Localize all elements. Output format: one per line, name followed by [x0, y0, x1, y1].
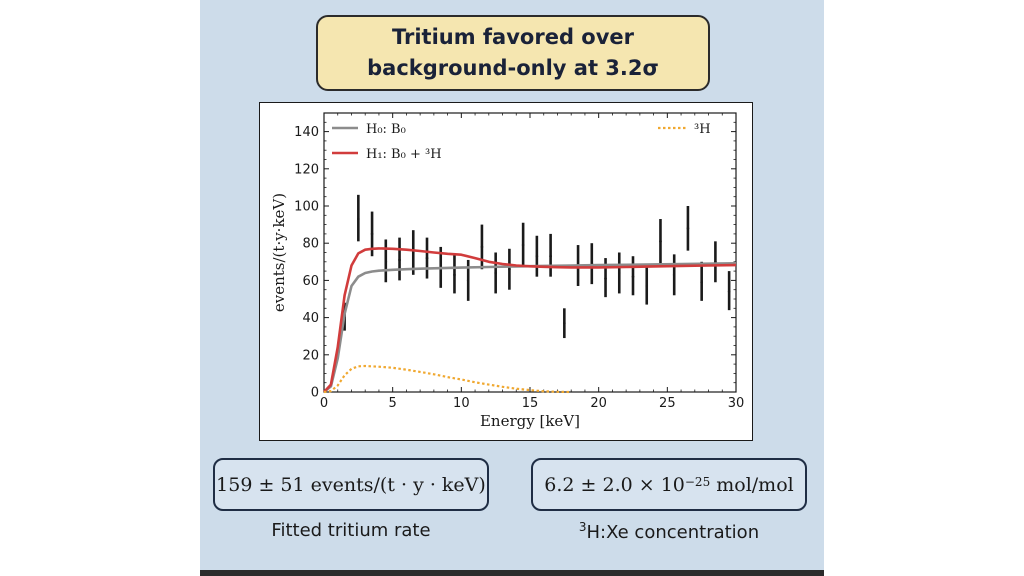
- chart-frame: 0 5 10 15 20 25 30 0 20 40 60 80 100 120 140 Energy [ke…: [259, 102, 753, 441]
- data-point: [727, 290, 731, 293]
- data-point: [521, 243, 525, 247]
- data-point: [617, 271, 621, 275]
- y-tick-label: 60: [302, 274, 319, 289]
- tritium-rate-box: 159 ± 51 events/(t · y · keV): [213, 458, 489, 511]
- data-point: [645, 284, 649, 288]
- x-tick-label: 5: [389, 396, 397, 411]
- x-tick-label: 20: [590, 396, 607, 411]
- title-line-2: background-only at 3.2σ: [367, 56, 659, 80]
- concentration-caption: 3H:Xe concentration: [531, 520, 807, 543]
- title-box: Tritium favored over background-only at …: [316, 15, 710, 91]
- data-point: [631, 275, 635, 278]
- data-point: [370, 232, 374, 236]
- bottom-bar: [200, 570, 824, 576]
- data-point: [453, 273, 456, 277]
- y-tick-label: 0: [311, 386, 319, 401]
- data-point: [549, 254, 552, 258]
- concentration-box: 6.2 ± 2.0 × 10 −25 mol/mol: [531, 458, 807, 511]
- data-point: [604, 277, 607, 280]
- concentration-caption-sup: 3: [578, 520, 587, 534]
- data-point: [508, 267, 511, 271]
- y-tick-label: 40: [302, 311, 319, 326]
- data-point: [398, 258, 401, 262]
- data-point: [425, 256, 429, 260]
- data-point: [480, 245, 484, 249]
- data-point: [411, 251, 415, 254]
- concentration-caption-text: H:Xe concentration: [586, 522, 760, 543]
- y-tick-label: 80: [302, 237, 319, 252]
- y-tick-label: 120: [294, 162, 319, 177]
- data-point: [686, 227, 690, 230]
- data-point: [494, 271, 497, 275]
- concentration-unit: mol/mol: [710, 473, 794, 496]
- data-point: [466, 279, 470, 282]
- x-tick-label: 10: [453, 396, 470, 411]
- data-point: [563, 321, 566, 325]
- legend-label-h1: H₁: B₀ + ³H: [366, 147, 442, 162]
- concentration-value: 6.2 ± 2.0 × 10: [544, 473, 685, 496]
- legend-label-tritium: ³H: [694, 122, 711, 137]
- series-line-h1: [323, 247, 737, 393]
- y-tick-label: 100: [294, 200, 319, 215]
- x-tick-label: 15: [522, 396, 539, 411]
- y-tick-label: 140: [294, 125, 319, 140]
- data-point: [384, 260, 388, 264]
- series-line-tritium: [323, 364, 572, 394]
- x-tick-label: 0: [320, 396, 328, 411]
- x-axis-label: Energy [keV]: [480, 412, 580, 430]
- series-line-h0: [323, 262, 737, 394]
- data-point: [672, 273, 676, 277]
- energy-spectrum-chart: 0 5 10 15 20 25 30 0 20 40 60 80 100 120 140 Energy [ke…: [270, 112, 745, 430]
- x-tick-label: 25: [659, 396, 676, 411]
- data-point: [659, 240, 662, 243]
- x-tick-label: 30: [728, 396, 745, 411]
- tritium-rate-caption: Fitted tritium rate: [271, 520, 431, 541]
- y-axis-label: events/(t·y·keV): [270, 193, 288, 312]
- data-point: [357, 217, 360, 221]
- y-tick-label: 20: [302, 348, 319, 363]
- concentration-exponent: −25: [684, 474, 711, 489]
- data-point: [700, 280, 703, 284]
- title-line-1: Tritium favored over: [391, 25, 635, 49]
- tritium-rate-value: 159 ± 51 events/(t · y · keV): [216, 473, 486, 496]
- legend-label-h0: H₀: B₀: [366, 122, 406, 137]
- data-point: [535, 254, 539, 258]
